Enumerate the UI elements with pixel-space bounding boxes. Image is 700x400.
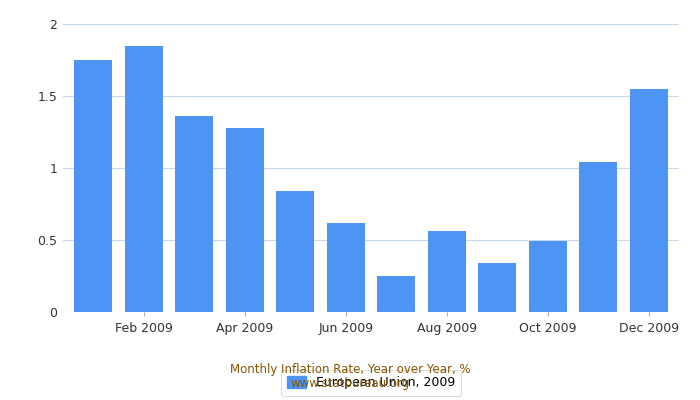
- Bar: [630, 89, 668, 312]
- Bar: [428, 231, 466, 312]
- Text: Monthly Inflation Rate, Year over Year, %: Monthly Inflation Rate, Year over Year, …: [230, 364, 470, 376]
- Text: www.statbureau.org: www.statbureau.org: [290, 378, 410, 390]
- Bar: [580, 162, 617, 312]
- Bar: [125, 46, 162, 312]
- Bar: [327, 223, 365, 312]
- Bar: [74, 60, 112, 312]
- Bar: [175, 116, 214, 312]
- Bar: [377, 276, 415, 312]
- Bar: [478, 263, 516, 312]
- Bar: [528, 242, 567, 312]
- Legend: European Union, 2009: European Union, 2009: [281, 370, 461, 396]
- Bar: [226, 128, 264, 312]
- Bar: [276, 191, 314, 312]
